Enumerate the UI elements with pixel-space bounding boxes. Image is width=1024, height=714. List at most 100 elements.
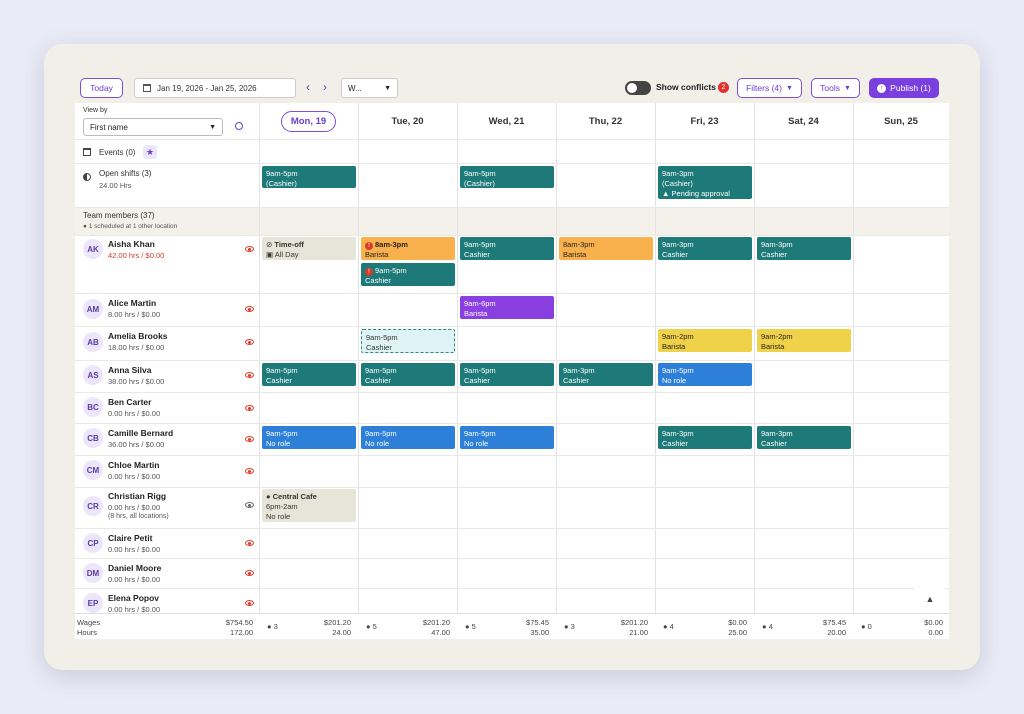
other-location-shift-card[interactable]: ● Central Cafe 6pm-2am No role [262,489,356,522]
show-conflicts-label: Show conflicts [656,82,716,92]
eye-icon[interactable] [245,405,254,411]
schedule-grid: View by First name ▼ Mon, 19 Tue, 20 Wed… [75,103,949,639]
eye-icon[interactable] [245,436,254,442]
search-icon[interactable] [235,122,243,130]
avatar: AM [83,299,103,319]
shift-card[interactable]: 9am-3pm Cashier [757,426,851,449]
calendar-icon: ▣ [266,250,274,259]
shift-card[interactable]: 9am-3pm Cashier [658,237,752,260]
person-icon: ● [663,622,668,631]
member-name: Alice Martin [108,298,157,308]
day-header-fri[interactable]: Fri, 23 [690,115,719,127]
eye-icon[interactable] [245,468,254,474]
avatar: DM [83,563,103,583]
day-header-mon[interactable]: Mon, 19 [259,103,358,139]
shift-card[interactable]: 9am-5pm Cashier [460,363,554,386]
member-hours: 0.00 hrs / $0.00 [108,472,161,481]
day-header-wed[interactable]: Wed, 21 [488,115,525,127]
draft-shift-card[interactable]: 9am-5pm Cashier [361,329,455,353]
eye-icon[interactable] [245,570,254,576]
eye-icon[interactable] [245,372,254,378]
member-hours: 0.00 hrs / $0.00 [108,503,161,512]
shift-card[interactable]: 9am-5pm Cashier [262,363,356,386]
avatar: AK [83,239,103,259]
eye-icon[interactable] [245,600,254,606]
scroll-up-icon[interactable]: ▲ [915,587,945,611]
view-select[interactable]: W... ▼ [341,78,398,98]
time-off-card[interactable]: ⊘ Time-off ▣ All Day [262,237,356,260]
day-total-wages: $201.20 [620,618,648,627]
today-pill: Mon, 19 [280,110,337,132]
hours-label: Hours [77,628,98,637]
chevron-down-icon: ▼ [209,123,216,131]
tools-button[interactable]: Tools ▼ [811,78,860,98]
shift-card[interactable]: 9am-3pm Cashier [757,237,851,260]
open-shift-card[interactable]: 9am-3pm (Cashier) ▲ Pending approval [658,166,752,199]
day-total-hours: 20.00 [827,628,846,637]
prev-week-icon[interactable]: ‹ [306,80,310,94]
day-total-wages: $201.20 [323,618,351,627]
tools-label: Tools [820,83,840,93]
shift-card[interactable]: 9am-5pm No role [658,363,752,386]
day-total-staff: ● 3 [267,622,278,631]
show-conflicts-toggle[interactable] [625,81,651,95]
date-range-label: Jan 19, 2026 - Jan 25, 2026 [157,83,257,93]
block-icon: ⊘ [266,240,273,249]
total-hours: 172.00 [230,628,253,637]
view-by-select[interactable]: First name ▼ [83,118,223,136]
shift-card[interactable]: 9am-3pm Cashier [658,426,752,449]
avatar: BC [83,397,103,417]
open-shift-card[interactable]: 9am-5pm (Cashier) [460,166,554,188]
person-icon: ● [762,622,767,631]
member-hours: 36.00 hrs / $0.00 [108,440,165,449]
eye-icon[interactable] [245,306,254,312]
view-by-label: View by [83,107,108,114]
day-header-sat[interactable]: Sat, 24 [788,115,819,127]
day-header-sun[interactable]: Sun, 25 [884,115,918,127]
today-button[interactable]: Today [80,78,123,98]
day-header-thu[interactable]: Thu, 22 [588,115,623,127]
shift-card[interactable]: 9am-5pm No role [262,426,356,449]
shift-card[interactable]: 9am-2pm Barista [757,329,851,352]
filters-button[interactable]: Filters (4) ▼ [737,78,802,98]
day-header-tue[interactable]: Tue, 20 [391,115,424,127]
day-total-staff: ● 5 [465,622,476,631]
member-name: Christian Rigg [108,491,167,501]
upload-icon: ↑ [877,83,887,93]
eye-icon[interactable] [245,339,254,345]
member-name: Amelia Brooks [108,331,168,341]
shift-card[interactable]: ! 8am-3pm Barista [361,237,455,260]
shift-card[interactable]: 9am-6pm Barista [460,296,554,319]
member-name: Aisha Khan [108,239,155,249]
next-week-icon[interactable]: › [323,80,327,94]
star-icon[interactable]: ★ [143,145,157,159]
day-total-staff: ● 5 [366,622,377,631]
date-range-picker[interactable]: Jan 19, 2026 - Jan 25, 2026 [134,78,296,98]
conflicts-badge: 2 [718,82,729,93]
shift-card[interactable]: 9am-5pm No role [460,426,554,449]
member-name: Daniel Moore [108,563,162,573]
shift-card[interactable]: 9am-5pm Cashier [361,363,455,386]
member-hours: 0.00 hrs / $0.00 [108,605,161,614]
member-extra: (8 hrs, all locations) [108,513,169,520]
member-name: Anna Silva [108,365,152,375]
member-hours: 42.00 hrs / $0.00 [108,251,165,260]
shift-card[interactable]: 9am-3pm Cashier [559,363,653,386]
shift-card[interactable]: ! 9am-5pm Cashier [361,263,455,286]
open-shift-card[interactable]: 9am-5pm (Cashier) [262,166,356,188]
shift-card[interactable]: 9am-5pm Cashier [460,237,554,260]
person-icon: ● [267,622,272,631]
person-icon: ● [564,622,569,631]
shift-card[interactable]: 9am-2pm Barista [658,329,752,352]
location-pin-icon: ● [83,223,87,230]
day-total-hours: 35.00 [530,628,549,637]
day-total-wages: $0.00 [728,618,747,627]
shift-card[interactable]: 8am-3pm Barista [559,237,653,260]
chevron-down-icon: ▼ [384,84,391,92]
publish-button[interactable]: ↑ Publish (1) [869,78,939,98]
eye-icon[interactable] [245,246,254,252]
warning-icon: ▲ [662,189,670,198]
eye-icon[interactable] [245,502,254,508]
eye-icon[interactable] [245,540,254,546]
shift-card[interactable]: 9am-5pm No role [361,426,455,449]
